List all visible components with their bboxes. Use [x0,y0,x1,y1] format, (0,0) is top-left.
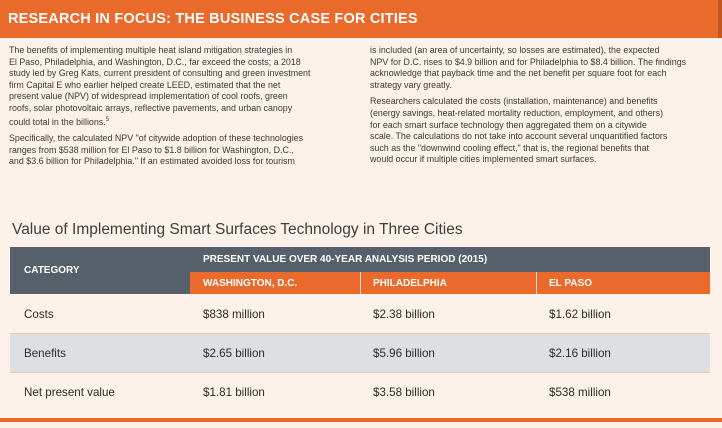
footnote-marker[interactable]: 5 [105,116,110,123]
city-header-el-paso: EL PASO [536,272,710,294]
text-line: and $3.6 billion for Philadelphia." If a… [9,156,295,167]
cell-philadelphia: $5.96 billion [373,346,435,360]
value-table: CATEGORY PRESENT VALUE OVER 40-YEAR ANAL… [10,247,710,413]
banner-edge [718,0,722,38]
cell-el-paso: $1.62 billion [549,307,611,321]
text-line: study led by Greg Kats, current presiden… [9,68,311,79]
bottom-accent-rule [0,418,722,422]
cell-philadelphia: $3.58 billion [373,385,435,399]
cell-washington: $1.81 billion [203,385,265,399]
right-column: is included (an area of uncertainty, so … [370,45,713,173]
text-line: roofs, solar photovoltaic arrays, reflec… [9,102,293,113]
text-line: El Paso, Philadelphia, and Washington, D… [9,56,301,67]
cell-washington: $2.65 billion [203,346,265,360]
city-header-washington: WASHINGTON, D.C. [190,272,360,294]
left-column: The benefits of implementing multiple he… [9,45,352,173]
text-line: The benefits of implementing multiple he… [9,45,293,55]
column-divider [536,272,537,294]
section-banner: RESEARCH IN FOCUS: THE BUSINESS CASE FOR… [0,0,722,38]
text-line: could total in the billions. [9,116,106,127]
row-divider [10,333,710,334]
text-line: NPV for D.C. rises to $4.9 billion and f… [370,56,687,67]
text-line: scale. The calculations do not take into… [370,131,668,142]
article-body: The benefits of implementing multiple he… [9,45,713,173]
right-paragraph-1: is included (an area of uncertainty, so … [370,45,713,91]
city-header-philadelphia: PHILADELPHIA [360,272,536,294]
left-paragraph-1: The benefits of implementing multiple he… [9,45,352,128]
table-title: Value of Implementing Smart Surfaces Tec… [12,221,463,238]
cell-el-paso: $538 million [549,385,611,399]
category-header: CATEGORY [10,247,190,294]
text-line: strategy vary greatly. [370,79,452,90]
right-paragraph-2: Researchers calculated the costs (instal… [370,96,713,166]
text-line: for each smart surface technology then a… [370,119,647,130]
text-line: ranges from $538 million for El Paso to … [9,144,294,155]
text-line: present value (NPV) of widespread implem… [9,91,288,102]
cell-el-paso: $2.16 billion [549,346,611,360]
cell-washington: $838 million [203,307,265,321]
row-divider [10,372,710,373]
banner-title: RESEARCH IN FOCUS: THE BUSINESS CASE FOR… [8,11,418,27]
text-line: (energy savings, heat-related mortality … [370,107,664,118]
text-line: is included (an area of uncertainty, so … [370,45,660,55]
left-paragraph-2: Specifically, the calculated NPV "of cit… [9,133,352,168]
text-line: Specifically, the calculated NPV "of cit… [9,133,304,144]
column-divider [360,272,361,294]
present-value-header: PRESENT VALUE OVER 40-YEAR ANALYSIS PERI… [190,247,710,272]
row-label: Net present value [24,385,115,399]
text-line: such as the "downwind cooling effect," t… [370,142,649,153]
text-line: would occur if multiple cities implement… [370,154,597,165]
table-row: Costs $838 million $2.38 billion $1.62 b… [10,295,710,333]
table-row: Benefits $2.65 billion $5.96 billion $2.… [10,334,710,372]
text-line: acknowledge that payback time and the ne… [370,68,667,79]
row-label: Costs [24,307,54,321]
text-line: Researchers calculated the costs (instal… [370,96,658,107]
text-line: firm Capital E who earlier helped create… [9,79,281,90]
table-row: Net present value $1.81 billion $3.58 bi… [10,373,710,411]
cell-philadelphia: $2.38 billion [373,307,435,321]
row-label: Benefits [24,346,66,360]
